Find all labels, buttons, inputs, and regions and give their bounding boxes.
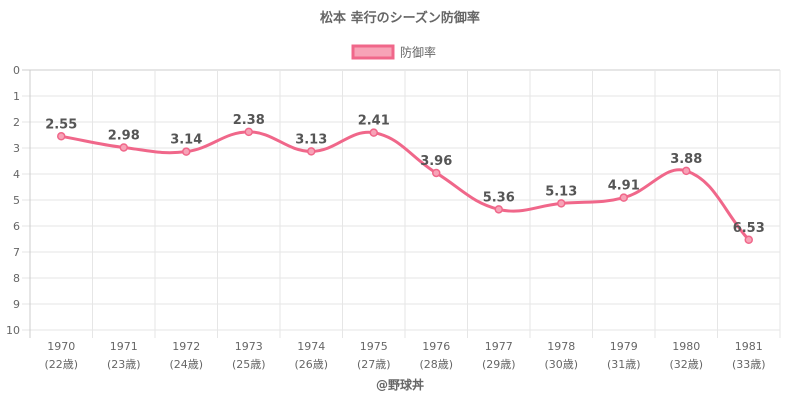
x-tick-label: 1978 bbox=[547, 340, 575, 353]
y-tick-label: 5 bbox=[13, 194, 20, 207]
data-point bbox=[432, 168, 441, 178]
y-tick-label: 1 bbox=[13, 90, 20, 103]
y-tick-label: 0 bbox=[13, 64, 20, 77]
data-label: 5.13 bbox=[545, 184, 577, 199]
data-label: 5.36 bbox=[483, 190, 515, 205]
data-label: 4.91 bbox=[608, 179, 640, 194]
y-tick-label: 3 bbox=[13, 142, 20, 155]
credit-label: @野球丼 bbox=[376, 377, 424, 392]
x-tick-label: 1974 bbox=[297, 340, 325, 353]
data-label: 2.55 bbox=[45, 117, 77, 132]
x-tick-sublabel: (30歳) bbox=[544, 358, 578, 371]
data-point bbox=[744, 235, 753, 245]
data-points bbox=[57, 127, 753, 245]
data-label: 3.96 bbox=[420, 154, 452, 169]
data-point bbox=[57, 132, 66, 141]
data-label: 2.98 bbox=[108, 128, 140, 143]
chart-title: 松本 幸行のシーズン防御率 bbox=[320, 10, 480, 26]
data-label: 3.13 bbox=[295, 132, 327, 147]
data-point bbox=[494, 205, 503, 214]
data-point bbox=[369, 128, 378, 137]
data-labels: 2.55 2.98 3.14 2.38 3.13 2.41 3.96 5.36 5.13 4.91… bbox=[45, 113, 765, 236]
axes: 0 1 2 3 4 5 6 7 8 9 10 1970 (22歳) 1971 (23歳) 1972 (24歳) 1… bbox=[6, 64, 766, 371]
y-tick-label: 6 bbox=[13, 220, 20, 233]
y-tick-label: 9 bbox=[13, 298, 20, 311]
x-tick-label: 1972 bbox=[172, 340, 200, 353]
x-tick-sublabel: (27歳) bbox=[357, 358, 391, 371]
legend[interactable]: 防御率 bbox=[351, 44, 436, 60]
data-point bbox=[307, 147, 316, 156]
x-tick-sublabel: (25歳) bbox=[232, 358, 266, 371]
x-tick-sublabel: (26歳) bbox=[294, 358, 328, 371]
y-tick-label: 8 bbox=[13, 272, 20, 285]
x-tick-sublabel: (33歳) bbox=[732, 358, 766, 371]
y-tick-label: 7 bbox=[13, 246, 20, 259]
data-label: 3.88 bbox=[670, 152, 702, 167]
x-tick-sublabel: (28歳) bbox=[419, 358, 453, 371]
x-tick-sublabel: (29歳) bbox=[482, 358, 516, 371]
x-tick-label: 1975 bbox=[360, 340, 388, 353]
grid bbox=[22, 69, 781, 338]
data-point bbox=[119, 143, 128, 152]
data-label: 2.41 bbox=[358, 114, 390, 129]
x-tick-sublabel: (23歳) bbox=[107, 358, 141, 371]
x-tick-label: 1976 bbox=[422, 340, 450, 353]
x-tick-label: 1980 bbox=[672, 340, 700, 353]
legend-swatch bbox=[351, 44, 395, 60]
x-tick-sublabel: (32歳) bbox=[669, 358, 703, 371]
y-tick-label: 2 bbox=[13, 116, 20, 129]
data-label: 6.53 bbox=[733, 221, 765, 236]
x-tick-sublabel: (22歳) bbox=[44, 358, 78, 371]
data-point bbox=[557, 199, 566, 208]
data-point bbox=[182, 147, 191, 156]
y-tick-label: 4 bbox=[13, 168, 20, 181]
x-tick-label: 1971 bbox=[110, 340, 138, 353]
y-tick-label: 10 bbox=[6, 324, 20, 337]
x-tick-label: 1979 bbox=[610, 340, 638, 353]
x-tick-label: 1970 bbox=[47, 340, 75, 353]
x-tick-label: 1977 bbox=[485, 340, 513, 353]
data-label: 2.38 bbox=[233, 113, 265, 128]
data-point bbox=[682, 166, 691, 176]
legend-label: 防御率 bbox=[400, 45, 436, 60]
data-label: 3.14 bbox=[170, 133, 202, 148]
x-tick-label: 1973 bbox=[235, 340, 263, 353]
data-point bbox=[244, 127, 253, 137]
x-tick-sublabel: (24歳) bbox=[169, 358, 203, 371]
x-tick-label: 1981 bbox=[735, 340, 763, 353]
x-tick-sublabel: (31歳) bbox=[607, 358, 641, 371]
data-point bbox=[619, 193, 628, 202]
